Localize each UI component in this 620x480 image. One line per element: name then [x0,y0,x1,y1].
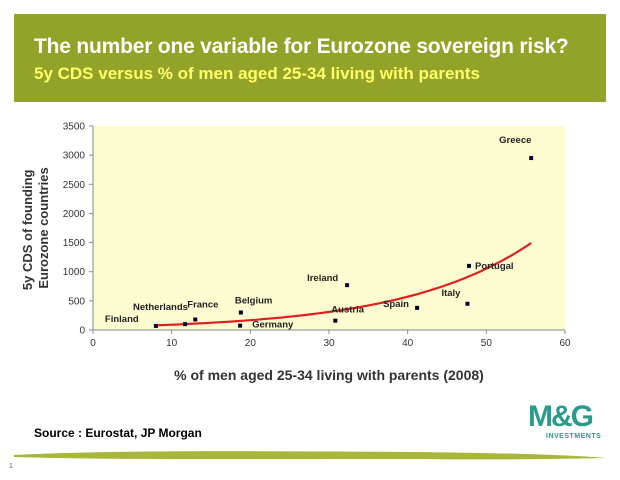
plot-area [93,126,565,330]
data-point-france [193,317,198,322]
source-note: Source : Eurostat, JP Morgan [34,426,202,440]
y-tick-label: 1000 [63,267,86,278]
point-label-germany: Germany [252,320,294,331]
y-axis-label-line-1: 5y CDS of founding [20,169,35,290]
point-label-ireland: Ireland [307,273,338,284]
data-point-netherlands [183,322,188,327]
y-axis-label: 5y CDS of founding Eurozone countries [20,166,51,290]
y-tick-label: 3000 [63,151,86,162]
page-subtitle: 5y CDS versus % of men aged 25-34 living… [34,64,480,83]
footer-brush-stroke [14,451,606,460]
point-label-italy: Italy [441,288,461,299]
header-banner [14,14,606,102]
point-label-greece: Greece [499,135,531,146]
data-point-greece [529,156,534,161]
point-label-netherlands: Netherlands [133,302,188,313]
trend-layer [155,242,532,327]
data-point-ireland [345,283,350,288]
data-point-finland [153,323,158,328]
y-tick-label: 500 [68,296,85,307]
x-tick-label: 50 [481,338,493,349]
y-axis-label-line-2: Eurozone countries [36,167,51,288]
logo-subtext: INVESTMENTS [546,433,602,440]
data-point-germany [238,323,243,328]
point-label-belgium: Belgium [235,296,272,307]
x-axis-label: % of men aged 25-34 living with parents … [174,367,484,383]
data-point-belgium [238,310,243,315]
data-point-italy [465,301,470,306]
x-tick-label: 40 [402,338,414,349]
point-label-finland: Finland [105,314,139,325]
x-tick-label: 30 [323,338,335,349]
y-tick-label: 2000 [63,209,86,220]
x-tick-label: 20 [245,338,257,349]
point-label-spain: Spain [383,299,409,310]
point-label-france: France [187,300,218,311]
y-tick-label: 0 [79,326,85,337]
mg-logo: M&G INVESTMENTS [528,402,608,442]
page-title: The number one variable for Eurozone sov… [34,35,569,58]
point-label-austria: Austria [331,305,364,316]
y-tick-label: 1500 [63,238,86,249]
point-label-portugal: Portugal [475,261,514,272]
data-point-austria [333,318,338,323]
page-number: 1 [9,463,13,470]
data-point-portugal [467,263,472,268]
x-tick-label: 0 [90,338,96,349]
logo-text: M&G [528,400,594,433]
y-tick-label: 2500 [63,180,86,191]
x-tick-label: 60 [559,338,571,349]
trend-line [155,242,532,327]
scatter-chart: 0 500 1000 1500 2000 2500 3000 3500 0 10 20 30 40 50 6… [20,122,571,384]
x-tick-label: 10 [166,338,178,349]
axes-layer: 0 500 1000 1500 2000 2500 3000 3500 0 10 20 30 40 50 6… [63,122,571,350]
y-tick-label: 3500 [63,122,86,133]
data-point-spain [415,305,420,310]
